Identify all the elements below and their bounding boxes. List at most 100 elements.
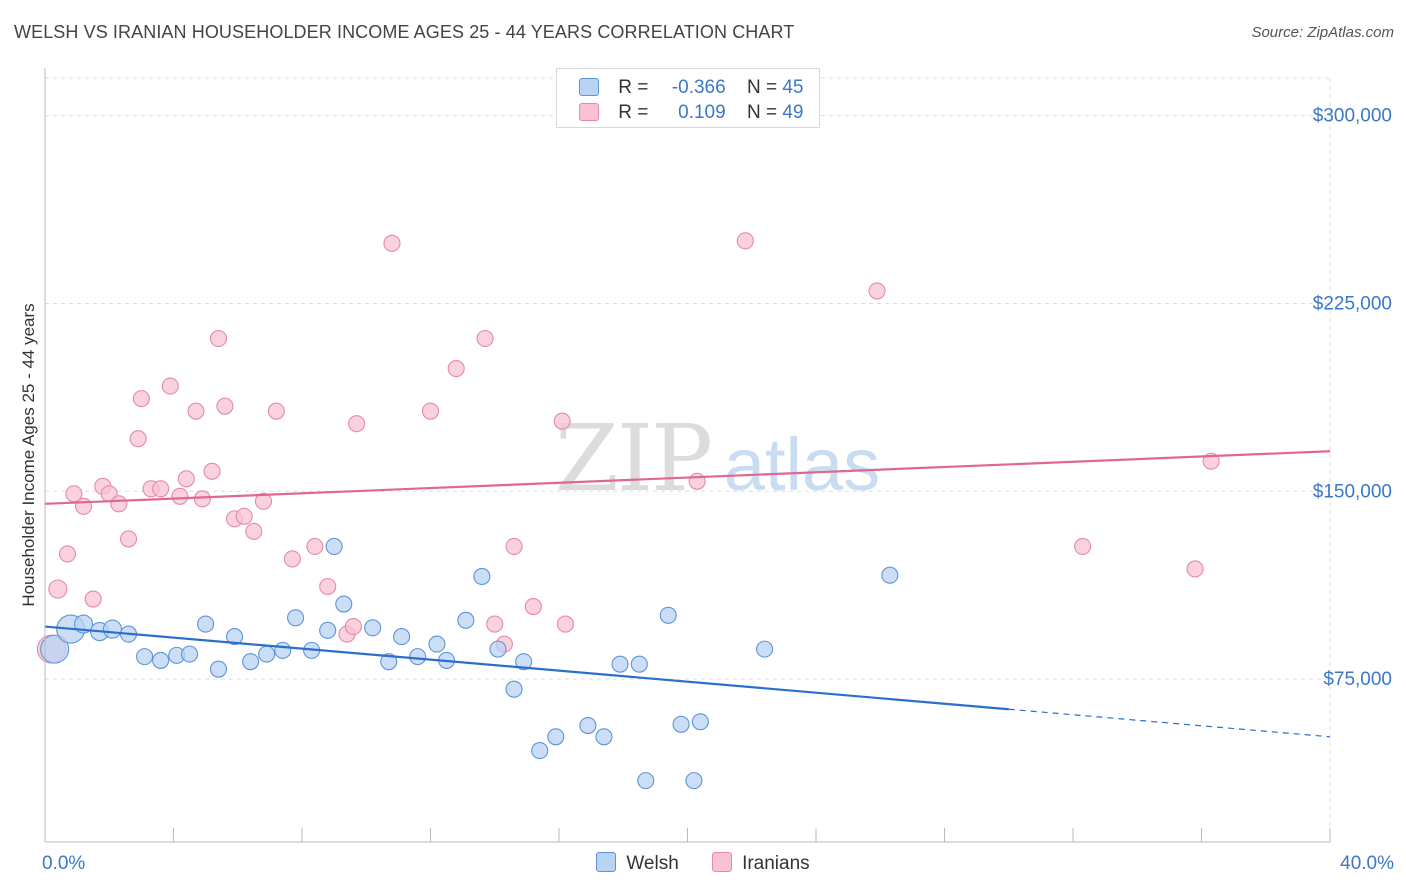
welsh-legend-label: Welsh bbox=[626, 853, 679, 874]
iranians-point bbox=[152, 480, 170, 498]
welsh-point bbox=[489, 640, 507, 658]
iranians-point bbox=[187, 402, 205, 420]
welsh-point bbox=[325, 537, 343, 555]
iranians-n-value: 49 bbox=[782, 102, 804, 123]
iranians-point bbox=[203, 462, 221, 480]
welsh-point bbox=[659, 606, 677, 624]
iranians-point bbox=[110, 495, 128, 513]
iranians-point bbox=[553, 412, 571, 430]
y-axis-label: Householder Income Ages 25 - 44 years bbox=[19, 303, 38, 606]
welsh-point bbox=[393, 628, 411, 646]
y-tick-label: $300,000 bbox=[1313, 106, 1392, 127]
iranians-point bbox=[129, 430, 147, 448]
welsh-point bbox=[457, 611, 475, 629]
iranians-point bbox=[132, 390, 150, 408]
iranians-point bbox=[486, 615, 504, 633]
legend-item-iranians: Iranians bbox=[712, 852, 810, 875]
welsh-point bbox=[611, 655, 629, 673]
legend-row-welsh: R = -0.366 N = 45 bbox=[579, 77, 803, 101]
iranians-point bbox=[476, 329, 494, 348]
watermark-zip: ZIP bbox=[555, 405, 711, 512]
welsh-point bbox=[505, 680, 523, 698]
chart-title: WELSH VS IRANIAN HOUSEHOLDER INCOME AGES… bbox=[14, 22, 795, 42]
welsh-point bbox=[364, 619, 382, 637]
iranians-point bbox=[177, 470, 195, 488]
iranians-n-label: N = bbox=[746, 102, 778, 123]
iranians-point bbox=[119, 530, 138, 548]
watermark: ZIP atlas bbox=[555, 405, 880, 512]
welsh-point bbox=[531, 742, 549, 760]
watermark-atlas: atlas bbox=[724, 423, 880, 506]
iranians-point bbox=[1074, 537, 1092, 555]
welsh-point bbox=[595, 728, 613, 746]
welsh-point bbox=[672, 715, 690, 733]
welsh-point bbox=[40, 634, 70, 664]
axis-layer: $75,000 $150,000 $225,000 $300,000 0.0% 40.0% bbox=[42, 68, 1394, 874]
welsh-r-value: -0.366 bbox=[671, 77, 726, 98]
welsh-legend-swatch bbox=[596, 852, 617, 872]
welsh-point bbox=[258, 645, 276, 663]
welsh-point bbox=[225, 628, 244, 646]
iranians-point bbox=[1186, 560, 1204, 578]
iranians-point bbox=[868, 282, 886, 300]
iranians-point bbox=[319, 577, 337, 596]
trend-layer bbox=[44, 450, 1331, 738]
welsh-point bbox=[152, 651, 170, 669]
legend-item-welsh: Welsh bbox=[596, 852, 679, 875]
x-tick-label-min: 0.0% bbox=[42, 853, 85, 874]
y-tick-label: $225,000 bbox=[1313, 293, 1392, 314]
welsh-point bbox=[515, 653, 533, 671]
iranians-point bbox=[209, 329, 228, 348]
x-tick-label-max: 40.0% bbox=[1340, 853, 1394, 874]
welsh-r-label: R = bbox=[618, 77, 649, 98]
iranians-point bbox=[161, 377, 179, 395]
iranians-point bbox=[524, 597, 542, 616]
welsh-point bbox=[630, 655, 648, 673]
series-legend: Welsh Iranians bbox=[0, 852, 1406, 875]
iranians-point bbox=[75, 497, 93, 515]
welsh-trend-line bbox=[44, 625, 1009, 711]
welsh-point bbox=[428, 635, 446, 653]
iranians-point bbox=[383, 234, 401, 252]
correlation-legend: R = -0.366 N = 45 R = 0.109 N = 49 bbox=[556, 68, 820, 128]
iranians-point bbox=[344, 618, 362, 636]
iranians-point bbox=[736, 232, 754, 250]
iranians-point bbox=[556, 615, 574, 633]
welsh-point bbox=[181, 645, 199, 663]
iranians-point bbox=[306, 537, 324, 555]
iranians-point bbox=[688, 472, 706, 490]
welsh-point bbox=[409, 648, 427, 666]
iranians-point bbox=[84, 590, 102, 608]
welsh-point bbox=[136, 648, 154, 666]
welsh-point bbox=[579, 716, 597, 735]
iranians-point bbox=[171, 487, 189, 505]
welsh-swatch bbox=[579, 78, 599, 96]
source-label: Source: ZipAtlas.com bbox=[1251, 24, 1394, 41]
welsh-point bbox=[547, 728, 565, 746]
iranians-swatch bbox=[579, 103, 599, 121]
welsh-point bbox=[335, 595, 353, 613]
welsh-point bbox=[756, 640, 774, 658]
iranians-point bbox=[348, 415, 366, 433]
welsh-point bbox=[685, 772, 703, 790]
welsh-point bbox=[242, 653, 260, 671]
iranians-legend-swatch bbox=[712, 852, 733, 872]
welsh-point bbox=[637, 772, 655, 790]
iranians-r-value: 0.109 bbox=[678, 102, 726, 123]
iranians-point bbox=[283, 550, 301, 568]
iranians-point bbox=[245, 522, 263, 540]
iranians-point bbox=[267, 402, 285, 420]
iranians-point bbox=[216, 397, 234, 415]
iranians-trend-line bbox=[44, 450, 1331, 505]
iranians-point bbox=[447, 360, 465, 378]
welsh-point bbox=[881, 566, 899, 584]
welsh-n-label: N = bbox=[746, 77, 778, 98]
welsh-point bbox=[102, 619, 123, 639]
welsh-point bbox=[274, 641, 292, 659]
welsh-point bbox=[287, 609, 305, 627]
iranians-point bbox=[421, 402, 440, 420]
iranians-point bbox=[505, 537, 523, 555]
iranians-point bbox=[254, 492, 273, 510]
legend-row-iranians: R = 0.109 N = 49 bbox=[579, 102, 803, 126]
